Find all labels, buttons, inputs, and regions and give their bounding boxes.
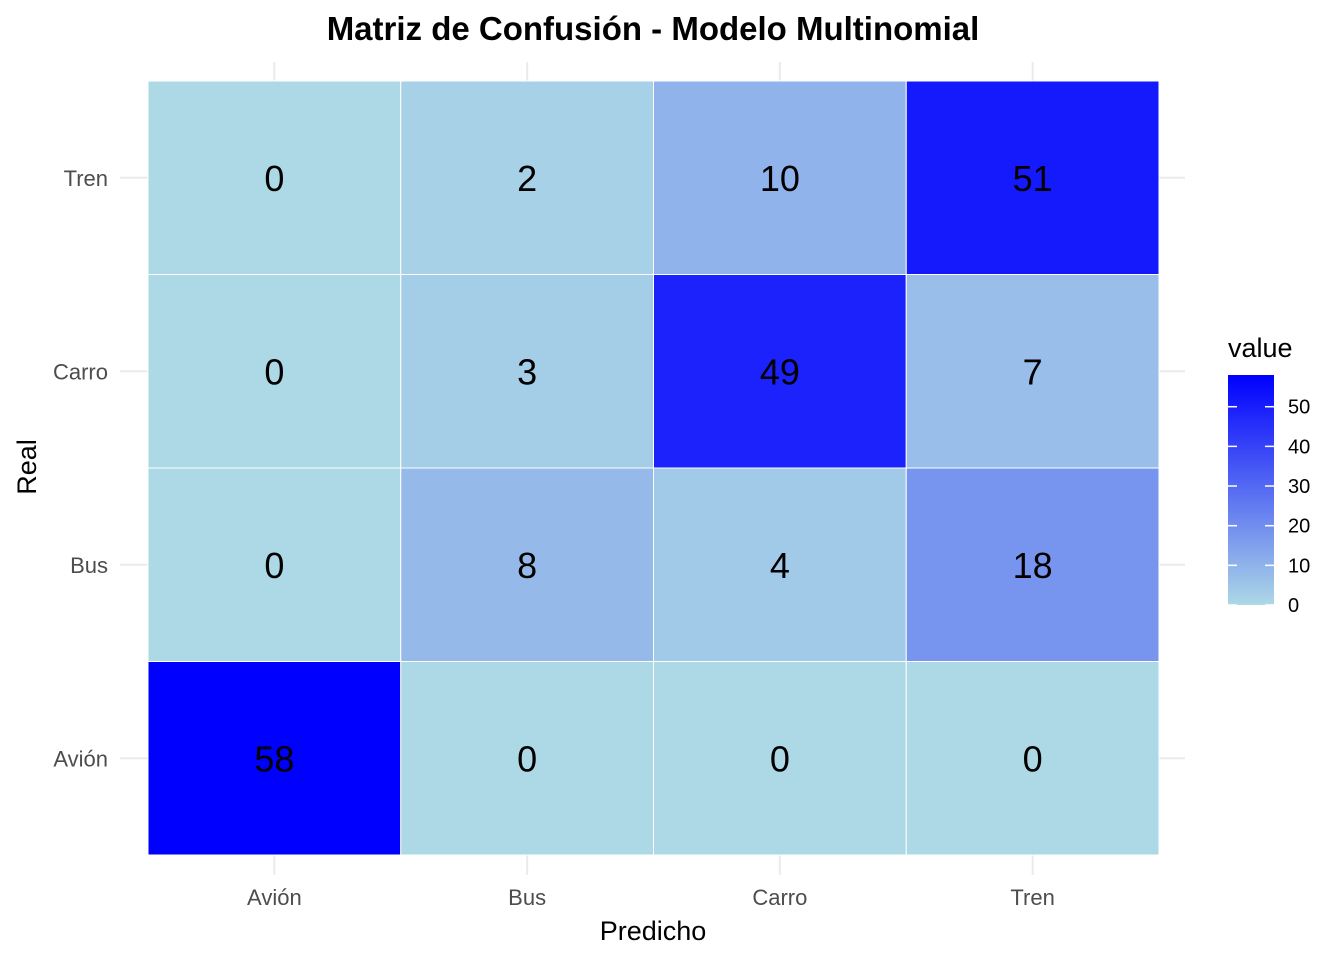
- legend-colorbar: [1228, 375, 1274, 605]
- y-tick-label: Carro: [53, 359, 108, 384]
- cell-value-label: 3: [517, 351, 537, 392]
- cell-value-label: 49: [760, 351, 800, 392]
- cell-value-label: 4: [770, 545, 790, 586]
- heatmap-cell: [905, 80, 1160, 275]
- cell-value-label: 0: [1023, 738, 1043, 779]
- x-tick-label: Tren: [1010, 885, 1054, 910]
- legend-tick-label: 10: [1288, 555, 1310, 577]
- heatmap-cell: [400, 661, 654, 856]
- y-tick-label: Bus: [70, 553, 108, 578]
- y-tick-label: Avión: [53, 746, 108, 771]
- legend-tick-label: 20: [1288, 516, 1310, 538]
- cell-value-label: 0: [264, 545, 284, 586]
- x-axis-ticks: Avión Bus Carro Tren: [247, 885, 1055, 910]
- cell-value-label: 0: [264, 158, 284, 199]
- cell-value-label: 0: [264, 351, 284, 392]
- cell-value-label: 7: [1023, 351, 1043, 392]
- y-axis-title: Real: [12, 439, 42, 495]
- legend-title: value: [1228, 333, 1293, 363]
- y-axis-ticks: Avión Bus Carro Tren: [53, 166, 108, 772]
- heatmap-cell: [653, 274, 907, 469]
- heatmap-cell: [653, 80, 907, 275]
- x-tick-label: Avión: [247, 885, 302, 910]
- heatmap-cells: [147, 80, 1160, 856]
- cell-value-label: 18: [1013, 545, 1053, 586]
- heatmap-cell: [905, 661, 1160, 856]
- cell-value-label: 51: [1013, 158, 1053, 199]
- legend-tick-label: 0: [1288, 595, 1299, 617]
- legend-tick-label: 40: [1288, 436, 1310, 458]
- heatmap-cell: [147, 80, 402, 275]
- cell-value-label: 0: [517, 738, 537, 779]
- cell-value-label: 10: [760, 158, 800, 199]
- x-tick-label: Bus: [508, 885, 546, 910]
- heatmap-cell: [653, 467, 907, 662]
- heatmap-cell: [400, 80, 654, 275]
- color-legend: value 0 10 20 30 40 50: [1228, 333, 1310, 617]
- cell-value-label: 8: [517, 545, 537, 586]
- heatmap-cell: [653, 661, 907, 856]
- heatmap-cell: [400, 274, 654, 469]
- legend-tick-label: 30: [1288, 476, 1310, 498]
- chart-title: Matriz de Confusión - Modelo Multinomial: [327, 10, 980, 47]
- y-tick-label: Tren: [64, 166, 108, 191]
- legend-tick-label: 50: [1288, 397, 1310, 419]
- heatmap-cell: [905, 467, 1160, 662]
- cell-value-label: 2: [517, 158, 537, 199]
- cell-value-label: 58: [254, 738, 294, 779]
- heatmap-cell: [905, 274, 1160, 469]
- x-tick-label: Carro: [752, 885, 807, 910]
- x-axis-title: Predicho: [600, 916, 707, 946]
- cell-value-label: 0: [770, 738, 790, 779]
- heatmap-cell: [147, 661, 402, 856]
- cell-value-labels: 0 2 10 51 0 3 49 7 0 8 4 18 58 0 0 0: [254, 158, 1052, 780]
